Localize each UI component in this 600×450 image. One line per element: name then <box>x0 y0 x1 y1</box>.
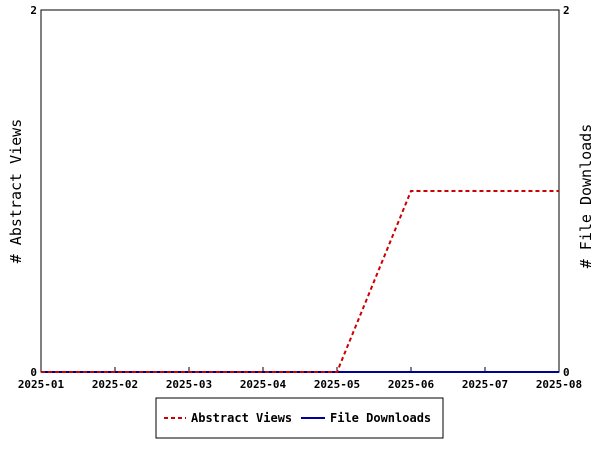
legend: Abstract Views File Downloads <box>155 397 444 439</box>
y-axis-right-title: # File Downloads <box>577 124 595 269</box>
series-line-abstract-views <box>41 190 559 373</box>
x-tick-label: 2025-05 <box>314 378 360 391</box>
y-right-tick-top: 2 <box>563 4 570 17</box>
y-left-tick-top: 2 <box>30 4 37 17</box>
legend-label-file-downloads: File Downloads <box>330 411 431 425</box>
y-axis-left-title: # Abstract Views <box>7 119 25 264</box>
x-tick-label: 2025-04 <box>240 378 287 391</box>
y-right-tick-bottom: 0 <box>563 366 570 379</box>
x-tick-label: 2025-06 <box>388 378 435 391</box>
legend-label-abstract-views: Abstract Views <box>191 411 292 425</box>
x-tick-label: 2025-08 <box>536 378 582 391</box>
x-tick-label: 2025-07 <box>462 378 508 391</box>
x-tick-label: 2025-02 <box>92 378 138 391</box>
chart-marks: 2025-01 2025-02 2025-03 2025-04 2025-05 2025-… <box>18 190 582 391</box>
legend-box <box>155 397 444 439</box>
x-tick-label: 2025-01 <box>18 378 65 391</box>
y-left-tick-bottom: 0 <box>30 366 37 379</box>
x-tick-label: 2025-03 <box>166 378 212 391</box>
